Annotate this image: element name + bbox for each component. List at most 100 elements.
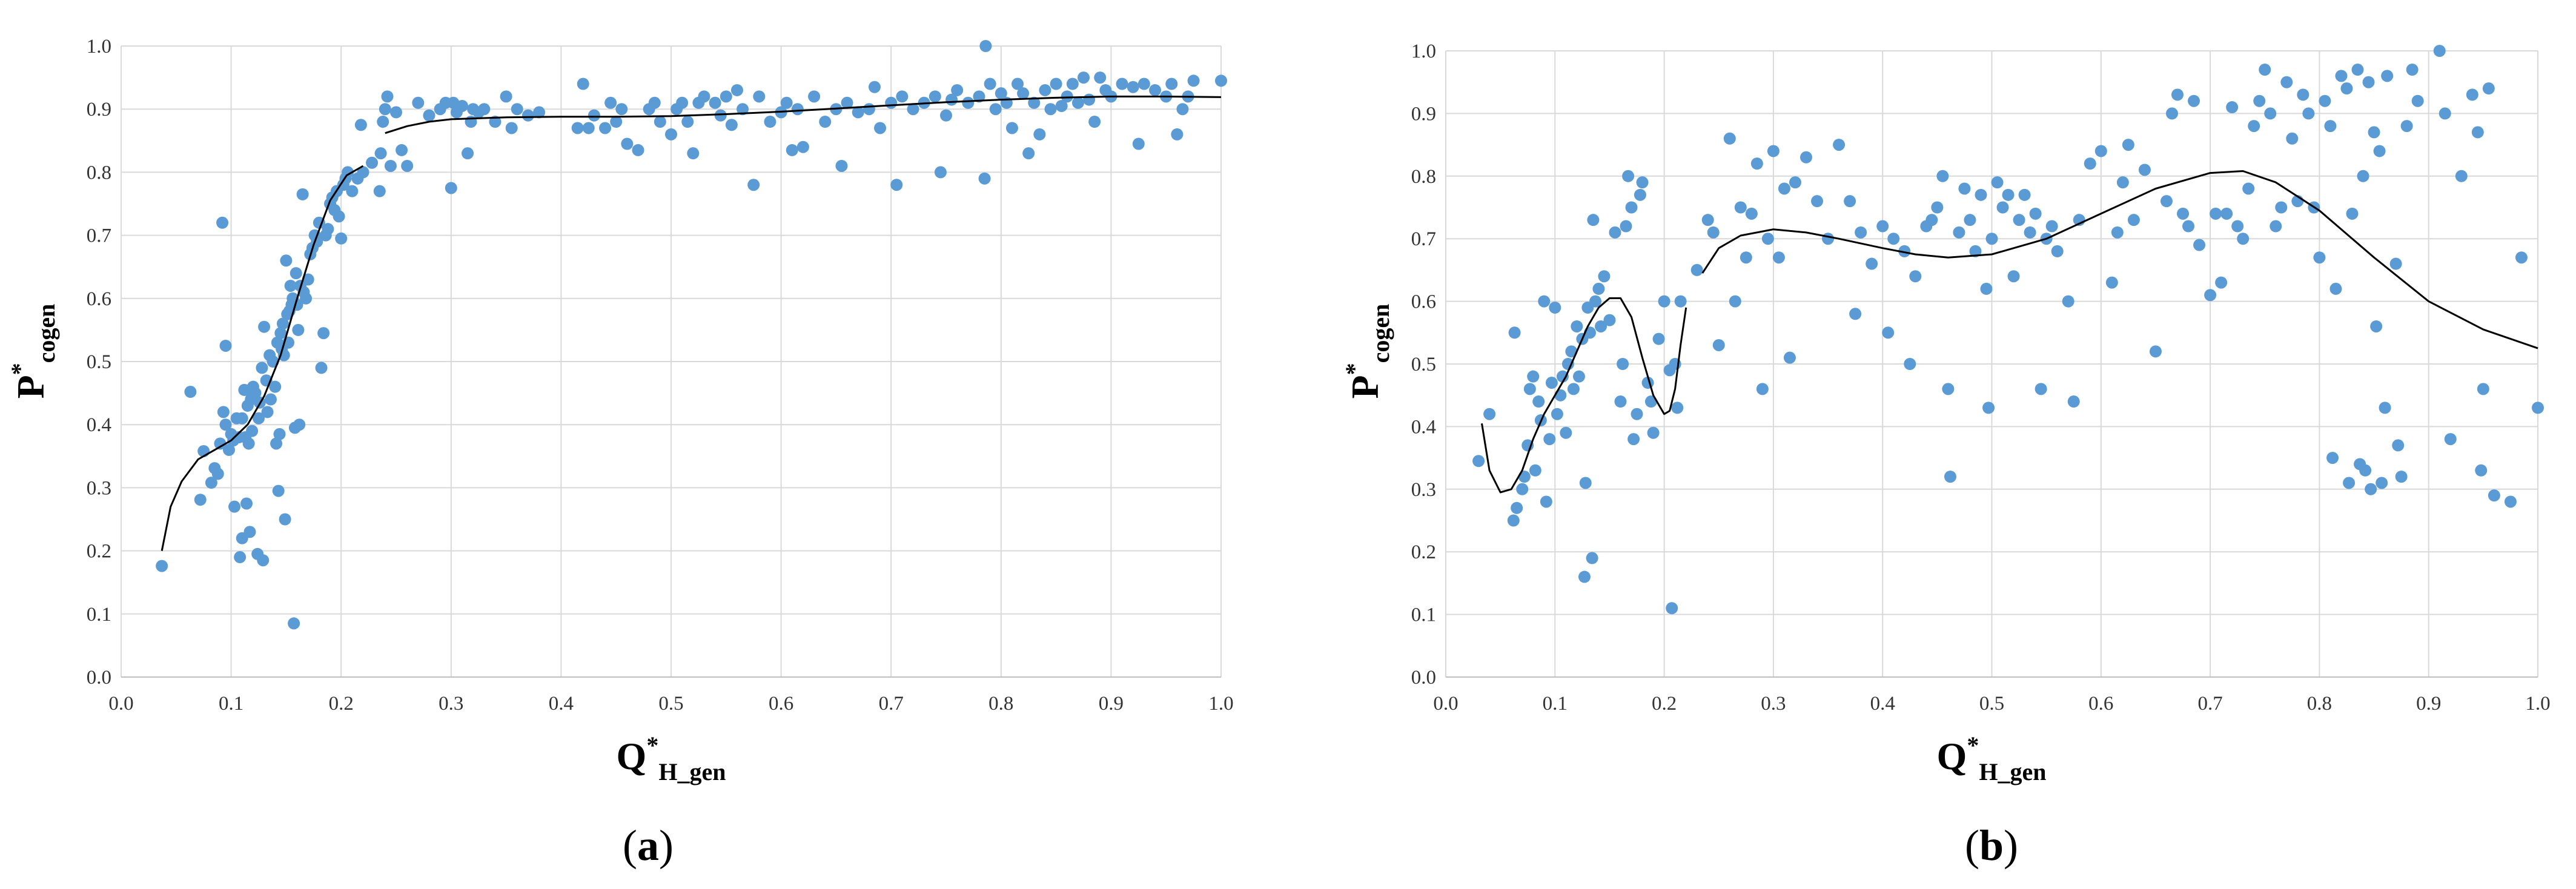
- y-axis-title: P*cogen: [1340, 304, 1394, 399]
- data-point: [808, 90, 821, 103]
- data-point: [1975, 188, 1987, 201]
- data-point: [2346, 207, 2359, 220]
- data-point: [1778, 182, 1790, 195]
- data-point: [1586, 552, 1598, 564]
- data-point: [973, 90, 985, 103]
- y-tick-label: 0.9: [87, 99, 111, 121]
- data-point: [258, 320, 271, 333]
- data-point: [2392, 439, 2405, 452]
- data-point: [2165, 107, 2178, 120]
- x-tick-label: 0.9: [1099, 693, 1124, 715]
- data-point: [610, 116, 623, 128]
- data-point: [256, 362, 268, 374]
- data-point: [709, 96, 721, 109]
- data-point: [577, 78, 589, 90]
- chart-b: 0.0 0.1 0.2 0.3 0.4 0.5 0.6 0.7 0.8 0.9 1.0 0.0 0.1 0…: [1340, 41, 2551, 870]
- data-point: [2259, 64, 2271, 76]
- x-tick-label: 0.5: [658, 693, 683, 715]
- data-point: [2351, 64, 2364, 76]
- data-point: [2116, 176, 2129, 189]
- data-point: [1149, 84, 1162, 96]
- data-point: [1579, 477, 1592, 489]
- data-point: [1565, 345, 1578, 358]
- data-point: [288, 617, 300, 630]
- data-point: [1789, 176, 1801, 189]
- data-point: [2226, 101, 2239, 114]
- data-point: [599, 122, 612, 134]
- data-point: [1887, 233, 1900, 245]
- data-point: [205, 477, 217, 489]
- data-point: [1529, 464, 1541, 477]
- data-point: [211, 468, 224, 480]
- data-point: [1634, 188, 1646, 201]
- data-point: [1137, 78, 1150, 90]
- data-point: [2365, 483, 2377, 495]
- data-point: [2171, 88, 2184, 101]
- data-point: [989, 103, 1002, 116]
- data-point: [648, 96, 661, 109]
- data-point: [1750, 157, 1763, 170]
- data-point: [2264, 107, 2277, 120]
- y-tick-label: 0.3: [87, 477, 111, 499]
- x-tick-label: 0.9: [2416, 693, 2441, 715]
- data-point: [234, 551, 247, 564]
- data-point: [280, 254, 293, 267]
- data-point: [1671, 402, 1684, 414]
- data-point: [1729, 295, 1741, 308]
- data-point: [753, 90, 766, 103]
- data-point: [2182, 220, 2195, 233]
- trendline: [385, 95, 1222, 134]
- data-point: [2253, 94, 2266, 107]
- data-point: [1620, 220, 1632, 233]
- data-point: [272, 484, 285, 497]
- x-tick-label: 0.8: [988, 693, 1013, 715]
- x-tick-label: 1.0: [2525, 693, 2550, 715]
- data-point: [1538, 295, 1551, 308]
- data-point: [1734, 201, 1747, 214]
- x-tick-label: 0.6: [2088, 693, 2113, 715]
- data-point: [374, 147, 387, 160]
- data-point: [511, 103, 523, 116]
- data-point: [681, 116, 694, 128]
- data-point: [2324, 120, 2337, 133]
- data-point: [687, 147, 700, 160]
- data-point: [377, 116, 389, 128]
- data-point: [500, 90, 512, 103]
- data-point: [885, 96, 898, 109]
- y-tick-label: 0.3: [1411, 479, 1436, 501]
- data-point: [1543, 433, 1556, 446]
- data-point: [296, 188, 309, 200]
- data-point: [1800, 151, 1812, 164]
- data-point: [819, 116, 832, 128]
- data-point: [1622, 170, 1635, 182]
- data-point: [269, 380, 282, 393]
- data-point: [412, 96, 425, 109]
- data-point: [2018, 188, 2031, 201]
- data-point: [1132, 137, 1145, 150]
- data-point: [2204, 289, 2217, 302]
- data-point: [1658, 295, 1670, 308]
- data-point: [1996, 201, 2009, 214]
- data-point: [242, 437, 255, 450]
- data-point: [216, 216, 229, 229]
- data-point: [1540, 495, 1552, 508]
- data-point: [714, 109, 727, 122]
- data-point: [654, 116, 666, 128]
- y-tick-label: 0.5: [87, 351, 111, 373]
- data-point: [868, 81, 881, 93]
- data-point: [2111, 226, 2124, 239]
- data-point: [455, 99, 468, 112]
- data-point: [1483, 408, 1496, 420]
- data-point: [489, 116, 502, 128]
- data-point: [2280, 76, 2293, 88]
- data-point: [1005, 122, 1018, 134]
- data-point: [786, 144, 798, 156]
- data-point: [1936, 170, 1949, 182]
- data-point: [478, 103, 491, 116]
- data-point: [984, 78, 996, 90]
- data-point: [1078, 71, 1090, 84]
- data-point: [1571, 320, 1583, 332]
- data-point: [240, 497, 253, 510]
- data-point: [2094, 145, 2107, 157]
